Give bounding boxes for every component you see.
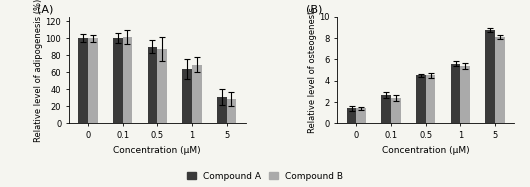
Bar: [182, 69, 192, 123]
Bar: [391, 98, 401, 123]
Legend: Compound A, Compound B: Compound A, Compound B: [187, 172, 343, 181]
Bar: [495, 37, 505, 123]
X-axis label: Concentration (μM): Concentration (μM): [113, 146, 201, 155]
Bar: [450, 64, 461, 123]
X-axis label: Concentration (μM): Concentration (μM): [382, 146, 470, 155]
Bar: [217, 97, 226, 123]
Text: (B): (B): [306, 5, 322, 15]
Bar: [78, 38, 88, 123]
Bar: [416, 75, 426, 123]
Bar: [426, 75, 436, 123]
Bar: [88, 38, 98, 123]
Bar: [485, 30, 495, 123]
Bar: [382, 95, 391, 123]
Bar: [113, 38, 122, 123]
Y-axis label: Relative level of osteogenesis: Relative level of osteogenesis: [307, 7, 316, 133]
Bar: [347, 108, 357, 123]
Bar: [147, 47, 157, 123]
Bar: [192, 65, 201, 123]
Y-axis label: Relative level of adipogenesis (%): Relative level of adipogenesis (%): [34, 0, 43, 142]
Text: (A): (A): [37, 5, 54, 15]
Bar: [461, 66, 470, 123]
Bar: [157, 49, 167, 123]
Bar: [357, 108, 366, 123]
Bar: [122, 37, 132, 123]
Bar: [226, 99, 236, 123]
